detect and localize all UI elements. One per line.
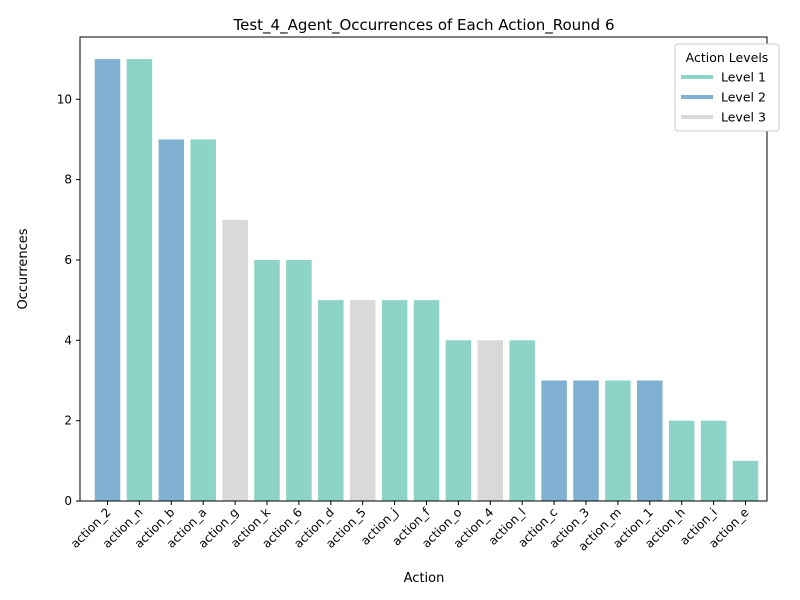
bar-action_b [158,139,185,501]
bar-action_i [700,420,727,501]
legend-title: Action Levels [686,50,769,65]
chart-title: Test_4_Agent_Occurrences of Each Action_… [233,16,615,35]
bar-action_3 [573,380,599,501]
bar-action_g [222,219,248,501]
y-axis-label: Occurrences [16,228,31,309]
bar-action_2 [94,59,121,501]
bar-action_c [541,380,567,501]
y-axis-ticks: 0 2 4 6 8 10 [57,92,80,508]
bar-action_n [126,59,153,501]
bar-action_a [190,139,216,501]
bar-action_h [668,420,695,501]
bar-action_4 [477,340,504,501]
bar-action_l [509,340,535,501]
legend-label: Level 3 [721,110,766,125]
bar-action_6 [286,259,312,501]
bar-action_5 [349,300,376,501]
bar-action_m [605,380,631,501]
y-tick-label: 8 [64,173,72,187]
bar-action_k [254,259,280,501]
legend: Action Levels Level 1 Level 2 Level 3 [674,43,780,132]
x-axis-ticks: action_2action_naction_baction_aaction_g… [68,501,752,554]
legend-label: Level 2 [721,90,766,105]
legend-label: Level 1 [721,70,766,85]
legend-entries: Level 1 Level 2 Level 3 [681,70,766,125]
y-tick-label: 6 [64,253,72,267]
bars-group [94,59,759,501]
legend-box [674,43,780,132]
x-axis-label: Action [404,571,445,586]
y-tick-label: 0 [64,494,72,508]
bar-action_1 [637,380,663,501]
plot-frame [79,36,768,502]
y-tick-label: 2 [64,414,72,428]
bar-action_j [381,300,408,501]
y-tick-label: 10 [57,92,72,106]
bar-action_f [413,300,440,501]
bar-action_d [318,300,344,501]
bar-action_o [445,340,472,501]
bar-action_e [732,460,759,501]
y-tick-label: 4 [64,333,72,347]
